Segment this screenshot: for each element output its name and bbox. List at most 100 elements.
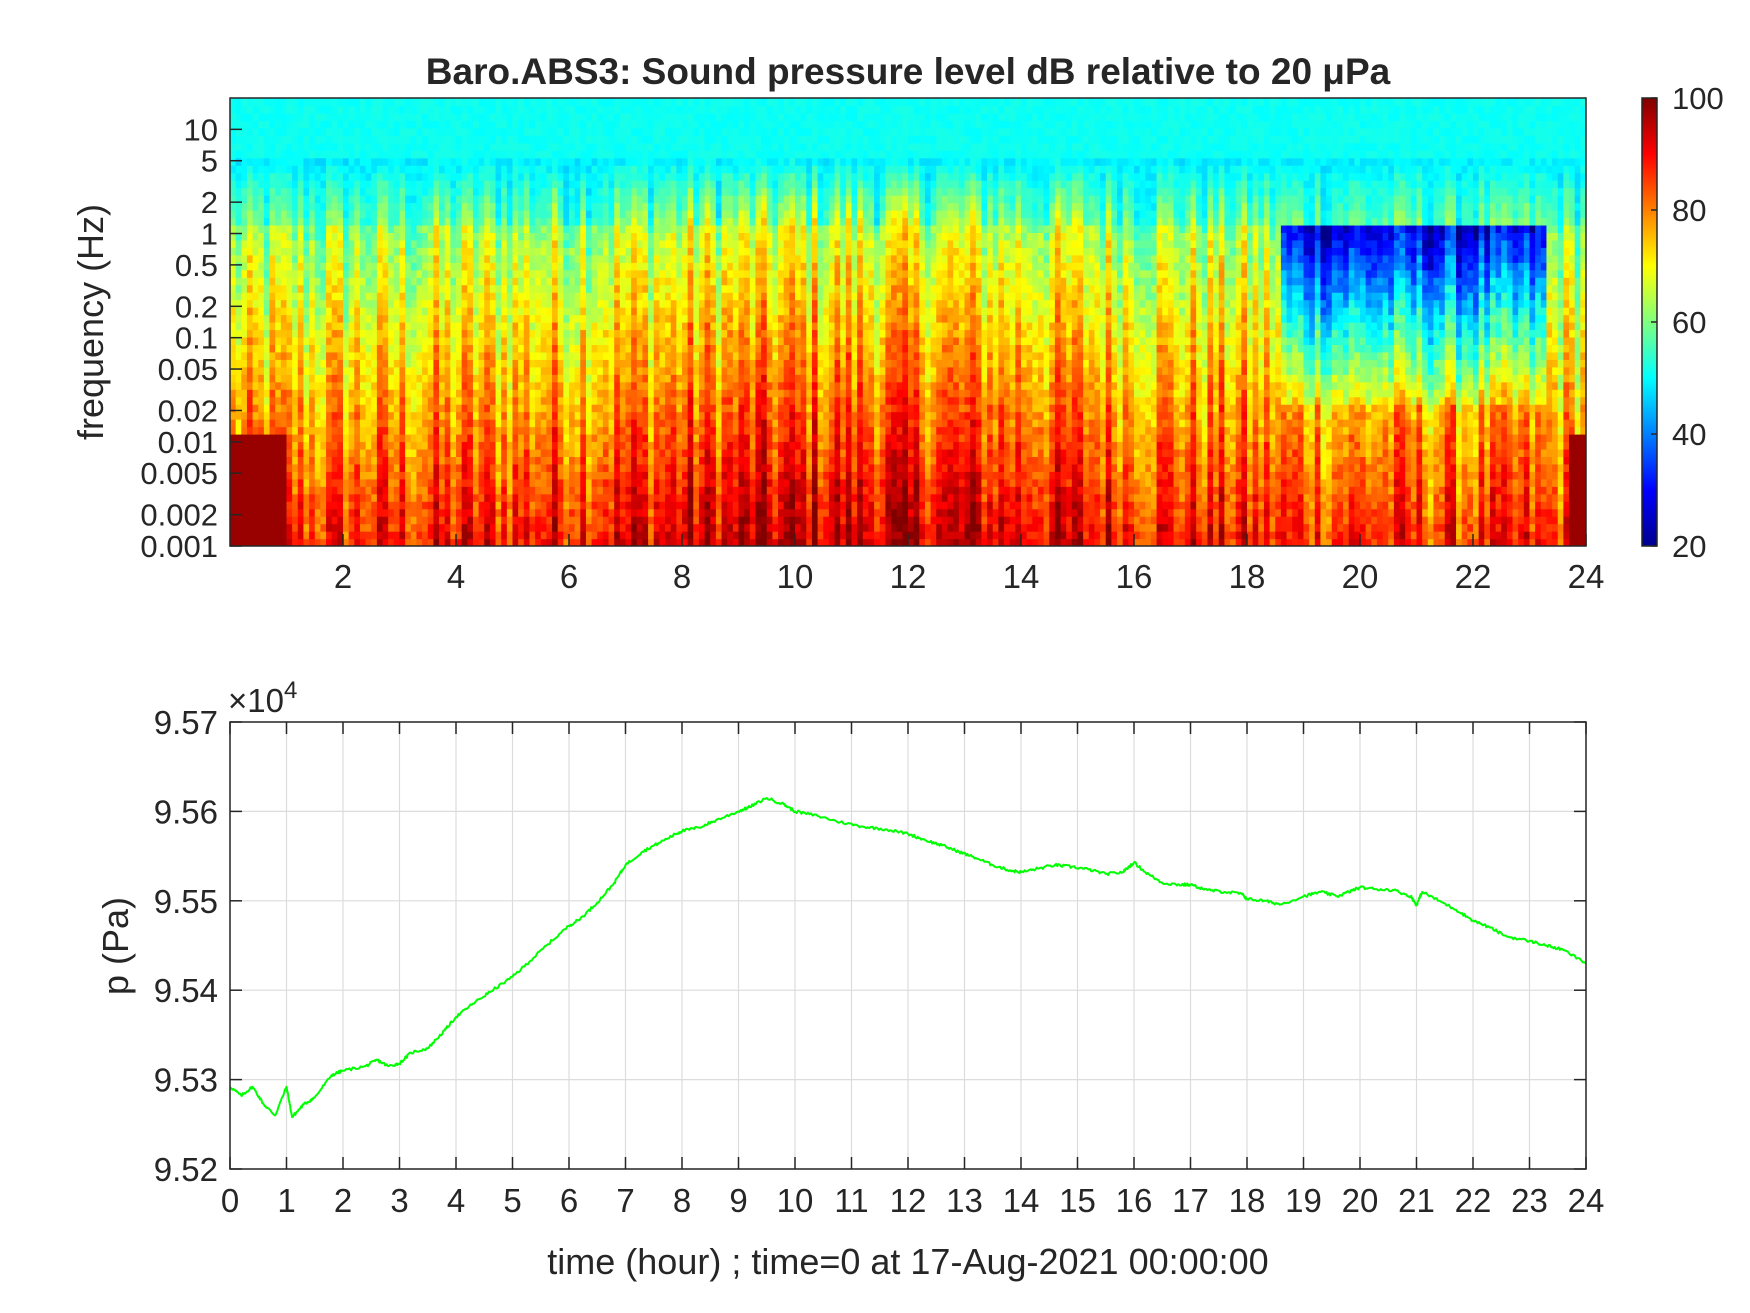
heatmap-cell — [478, 307, 485, 316]
heatmap-cell — [546, 98, 553, 107]
heatmap-cell — [518, 456, 525, 465]
heatmap-cell — [665, 217, 672, 226]
heatmap-cell — [354, 284, 361, 293]
heatmap-cell — [359, 127, 367, 136]
heatmap-cell — [580, 523, 587, 532]
heatmap-cell — [602, 210, 610, 219]
heatmap-cell — [456, 217, 463, 226]
heatmap-cell — [552, 471, 559, 480]
heatmap-cell — [444, 404, 451, 413]
heatmap-cell — [348, 254, 355, 263]
heatmap-cell — [653, 224, 660, 233]
heatmap-cell — [659, 269, 666, 278]
heatmap-cell — [563, 381, 570, 390]
heatmap-cell — [399, 157, 406, 166]
heatmap-cell — [258, 135, 265, 144]
heatmap-cell — [659, 202, 666, 211]
heatmap-cell — [320, 493, 327, 502]
heatmap-cell — [331, 254, 338, 263]
heatmap-cell — [292, 247, 299, 256]
heatmap-cell — [659, 98, 666, 107]
heatmap-cell — [682, 366, 689, 375]
heatmap-cell — [484, 254, 491, 263]
heatmap-cell — [495, 299, 502, 308]
heatmap-cell — [365, 299, 372, 308]
heatmap-cell — [665, 172, 672, 181]
heatmap-cell — [518, 239, 525, 248]
heatmap-cell — [461, 538, 468, 546]
heatmap-cell — [326, 98, 333, 107]
heatmap-cell — [348, 538, 355, 546]
heatmap-cell — [230, 195, 237, 204]
heatmap-cell — [410, 471, 418, 480]
heatmap-cell — [563, 448, 570, 457]
heatmap-cell — [546, 284, 553, 293]
heatmap-cell — [354, 135, 361, 144]
heatmap-cell — [512, 396, 519, 405]
heatmap-cell — [297, 232, 305, 241]
heatmap-cell — [512, 202, 519, 211]
heatmap-cell — [608, 210, 615, 219]
heatmap-cell — [676, 217, 683, 226]
heatmap-cell — [275, 441, 282, 450]
heatmap-cell — [343, 187, 350, 196]
heatmap-cell — [371, 142, 378, 151]
heatmap-cell — [642, 404, 649, 413]
heatmap-cell — [540, 262, 547, 271]
heatmap-cell — [495, 359, 502, 368]
heatmap-cell — [422, 180, 429, 189]
heatmap-cell — [388, 232, 395, 241]
heatmap-cell — [523, 486, 531, 495]
heatmap-cell — [354, 538, 361, 546]
heatmap-cell — [461, 344, 468, 353]
heatmap-cell — [343, 224, 350, 233]
heatmap-cell — [614, 478, 621, 487]
heatmap-cell — [648, 456, 655, 465]
heatmap-cell — [648, 344, 655, 353]
heatmap-cell — [484, 434, 491, 443]
heatmap-cell — [591, 344, 598, 353]
heatmap-cell — [597, 441, 604, 450]
heatmap-cell — [501, 516, 508, 525]
heatmap-cell — [326, 434, 333, 443]
heatmap-cell — [506, 463, 514, 472]
heatmap-cell — [648, 389, 655, 398]
heatmap-cell — [246, 381, 254, 390]
heatmap-cell — [665, 486, 672, 495]
heatmap-cell — [506, 411, 514, 420]
heatmap-cell — [269, 112, 276, 121]
heatmap-cell — [546, 247, 553, 256]
heatmap-cell — [258, 456, 265, 465]
heatmap-cell — [399, 195, 406, 204]
heatmap-cell — [614, 389, 621, 398]
heatmap-cell — [292, 172, 299, 181]
heatmap-cell — [648, 202, 655, 211]
heatmap-cell — [614, 426, 621, 435]
heatmap-cell — [376, 98, 384, 107]
heatmap-cell — [495, 463, 502, 472]
heatmap-cell — [557, 195, 564, 204]
heatmap-cell — [427, 426, 434, 435]
heatmap-cell — [648, 404, 655, 413]
heatmap-cell — [642, 247, 649, 256]
heatmap-cell — [523, 508, 531, 517]
heatmap-cell — [665, 523, 672, 532]
heatmap-cell — [585, 262, 593, 271]
heatmap-cell — [326, 292, 333, 301]
heatmap-cell — [478, 322, 485, 331]
heatmap-cell — [320, 501, 327, 510]
heatmap-cell — [280, 314, 288, 323]
heatmap-cell — [292, 448, 299, 457]
heatmap-cell — [382, 471, 389, 480]
heatmap-cell — [642, 195, 649, 204]
heatmap-cell — [331, 239, 338, 248]
heatmap-cell — [275, 307, 282, 316]
heatmap-cell — [399, 351, 406, 360]
heatmap-cell — [484, 307, 491, 316]
heatmap-cell — [512, 105, 519, 114]
heatmap-cell — [512, 486, 519, 495]
heatmap-cell — [326, 501, 333, 510]
heatmap-cell — [422, 157, 429, 166]
heatmap-cell — [246, 142, 254, 151]
heatmap-cell — [343, 127, 350, 136]
